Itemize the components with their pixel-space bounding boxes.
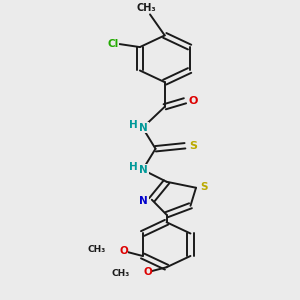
Text: O: O xyxy=(188,96,198,106)
Text: O: O xyxy=(143,267,152,277)
Text: N: N xyxy=(140,196,148,206)
Text: S: S xyxy=(201,182,208,192)
Text: O: O xyxy=(119,247,128,256)
Text: CH₃: CH₃ xyxy=(136,3,156,13)
Text: CH₃: CH₃ xyxy=(112,269,130,278)
Text: H: H xyxy=(129,162,138,172)
Text: N: N xyxy=(140,123,148,133)
Text: CH₃: CH₃ xyxy=(88,245,106,254)
Text: H: H xyxy=(129,120,138,130)
Text: Cl: Cl xyxy=(107,39,118,49)
Text: N: N xyxy=(140,165,148,175)
Text: S: S xyxy=(189,141,197,151)
